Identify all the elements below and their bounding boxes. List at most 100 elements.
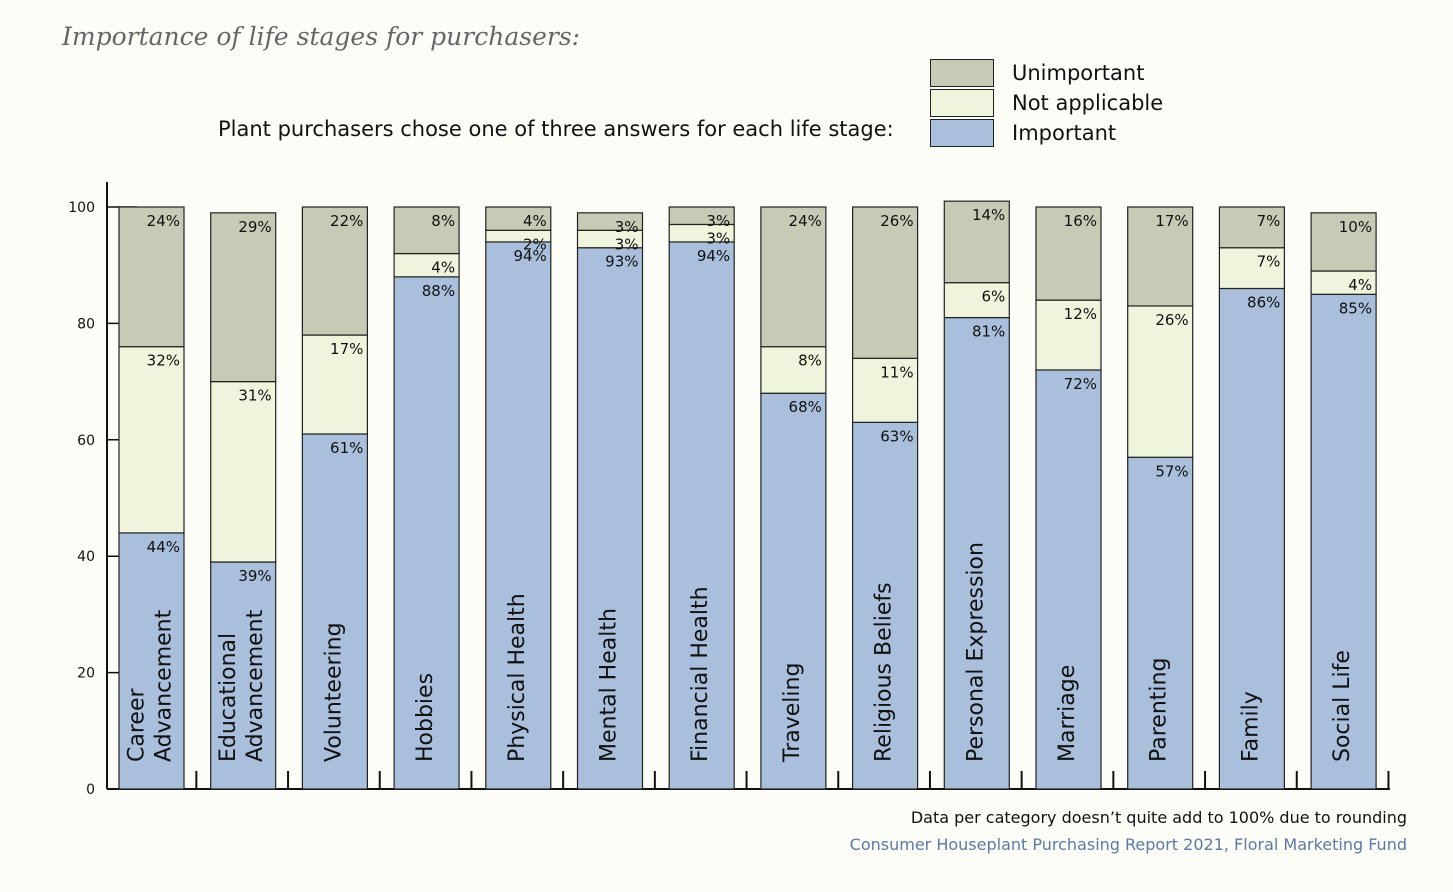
category-label: Family: [1238, 691, 1263, 762]
data-label-not-applicable: 8%: [798, 352, 822, 370]
bar-segment-unimportant: [301, 206, 368, 336]
source-citation: Consumer Houseplant Purchasing Report 20…: [849, 835, 1407, 854]
bar-segment-unimportant: [118, 206, 185, 348]
y-tick-label: 0: [86, 782, 95, 798]
data-label-important: 39%: [238, 567, 271, 585]
data-label-not-applicable: 4%: [1348, 276, 1372, 294]
bar-segment-unimportant: [210, 212, 277, 383]
data-label-unimportant: 3%: [706, 212, 730, 230]
data-label-important: 68%: [789, 398, 822, 416]
bar-segment-important: [1218, 287, 1286, 790]
y-tick-label: 80: [77, 316, 95, 332]
bar-segment-unimportant: [485, 206, 552, 231]
data-label-important: 94%: [513, 247, 546, 265]
chart-title: Importance of life stages for purchasers…: [62, 22, 581, 51]
data-label-not-applicable: 3%: [615, 235, 639, 253]
data-label-not-applicable: 11%: [880, 363, 913, 381]
data-label-important: 88%: [422, 282, 455, 300]
data-label-not-applicable: 4%: [431, 259, 455, 277]
legend-swatch-important: [930, 118, 994, 147]
bar-segment-not-applicable: [1127, 305, 1194, 458]
category-label: Advancement: [243, 609, 268, 762]
bar-segment-important: [851, 421, 919, 790]
category-label: Advancement: [152, 609, 177, 762]
bar-segment-important: [1035, 369, 1102, 790]
data-label-important: 63%: [880, 427, 913, 445]
data-label-important: 44%: [147, 538, 180, 556]
data-label-unimportant: 7%: [1257, 212, 1281, 230]
y-tick-label: 100: [68, 200, 95, 216]
legend-swatch-not-applicable: [930, 88, 994, 117]
bar-segment-unimportant: [576, 212, 644, 231]
legend: Unimportant Not applicable Important: [930, 58, 1163, 148]
data-label-important: 85%: [1339, 299, 1372, 317]
legend-label-unimportant: Unimportant: [1012, 61, 1145, 85]
category-label: Social Life: [1330, 650, 1355, 762]
bar-segment-important: [576, 247, 644, 790]
category-label: Career: [125, 688, 150, 762]
data-label-important: 86%: [1247, 293, 1280, 311]
bar-segment-unimportant: [1310, 212, 1377, 272]
bar-segment-important: [118, 532, 185, 790]
data-label-not-applicable: 6%: [982, 288, 1006, 306]
bar-segment-important: [301, 433, 368, 790]
bar-segment-unimportant: [1035, 206, 1102, 301]
legend-label-not-applicable: Not applicable: [1012, 91, 1164, 115]
category-label: Religious Beliefs: [872, 582, 897, 762]
category-label: Hobbies: [413, 673, 438, 762]
legend-swatch-unimportant: [930, 59, 994, 87]
data-label-not-applicable: 12%: [1064, 305, 1097, 323]
data-label-unimportant: 3%: [615, 218, 639, 236]
data-label-not-applicable: 31%: [238, 387, 271, 405]
bar-segment-not-applicable: [760, 346, 827, 394]
legend-item-important: Important: [930, 118, 1163, 148]
bar-segment-unimportant: [668, 206, 735, 226]
data-label-important: 57%: [1155, 462, 1188, 480]
data-label-unimportant: 4%: [523, 212, 547, 230]
data-label-not-applicable: 3%: [706, 229, 730, 247]
bar-segment-unimportant: [1218, 206, 1286, 249]
data-label-unimportant: 14%: [972, 206, 1005, 224]
legend-label-important: Important: [1012, 121, 1117, 145]
data-label-unimportant: 24%: [147, 212, 180, 230]
data-label-not-applicable: 7%: [1257, 253, 1281, 271]
bar-segment-unimportant: [943, 200, 1010, 284]
bar-segment-not-applicable: [210, 381, 277, 563]
rounding-note: Data per category doesn’t quite add to 1…: [910, 808, 1407, 827]
data-label-unimportant: 24%: [789, 212, 822, 230]
category-label: Traveling: [780, 663, 805, 763]
bar-segment-unimportant: [760, 206, 827, 348]
data-label-not-applicable: 17%: [330, 340, 363, 358]
bar-segment-not-applicable: [118, 346, 185, 534]
data-label-unimportant: 17%: [1155, 212, 1188, 230]
bar-segment-important: [1310, 293, 1377, 790]
bar-segment-not-applicable: [1035, 299, 1102, 371]
data-label-unimportant: 22%: [330, 212, 363, 230]
bar-segment-important: [210, 561, 277, 790]
legend-item-unimportant: Unimportant: [930, 58, 1163, 88]
data-label-important: 61%: [330, 439, 363, 457]
data-label-not-applicable: 2%: [523, 235, 547, 253]
bar-segment-important: [760, 392, 827, 790]
category-label: Physical Health: [505, 593, 530, 762]
bar-segment-unimportant: [851, 206, 919, 359]
data-label-important: 93%: [605, 253, 638, 271]
data-label-unimportant: 10%: [1339, 218, 1372, 236]
data-label-unimportant: 29%: [238, 218, 271, 236]
bar-segment-unimportant: [1127, 206, 1194, 307]
category-label: Personal Expression: [963, 542, 988, 762]
legend-item-not-applicable: Not applicable: [930, 88, 1163, 118]
y-tick-label: 40: [77, 549, 95, 565]
data-label-not-applicable: 26%: [1155, 311, 1188, 329]
bar-segment-important: [668, 241, 735, 790]
y-tick-label: 60: [77, 433, 95, 449]
data-label-unimportant: 8%: [431, 212, 455, 230]
category-label: Parenting: [1147, 658, 1172, 762]
category-label: Mental Health: [597, 608, 622, 762]
bar-segment-important: [943, 316, 1010, 790]
chart-subtitle: Plant purchasers chose one of three answ…: [218, 117, 894, 141]
y-tick-label: 20: [77, 666, 95, 682]
data-label-important: 94%: [697, 247, 730, 265]
bar-segment-not-applicable: [1218, 247, 1286, 290]
